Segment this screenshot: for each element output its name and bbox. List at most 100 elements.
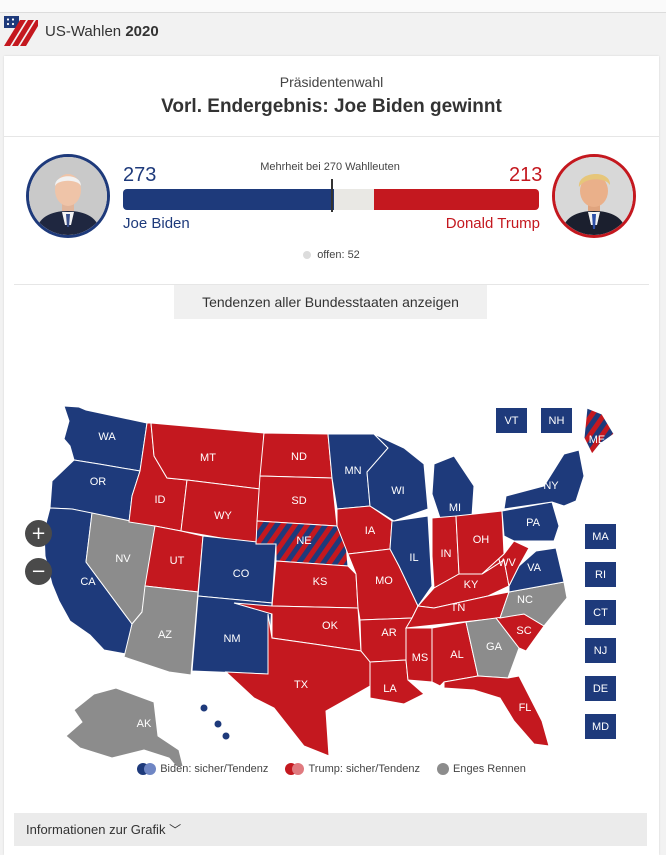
- state-tn[interactable]: [405, 591, 510, 629]
- state-label-sc: SC: [516, 625, 531, 637]
- state-label-ky: KY: [464, 579, 479, 591]
- small-state-box[interactable]: [585, 600, 616, 625]
- small-state-label: MD: [592, 721, 609, 733]
- state-label-mt: MT: [200, 452, 216, 464]
- tossup-dot-icon: [437, 763, 450, 775]
- election-card: Präsidentenwahl Vorl. Endergebnis: Joe B…: [4, 56, 659, 855]
- small-state-ct[interactable]: CT: [585, 600, 616, 625]
- small-state-de[interactable]: DE: [585, 676, 616, 701]
- state-label-me: ME: [589, 434, 606, 446]
- biden-lean-dot-icon: [144, 763, 157, 775]
- state-label-mn: MN: [344, 465, 361, 477]
- state-label-wi: WI: [391, 485, 404, 497]
- trump-name: Donald Trump: [445, 215, 540, 232]
- state-label-la: LA: [383, 683, 397, 695]
- biden-avatar: [26, 154, 110, 238]
- zoom-out-button[interactable]: −: [25, 558, 52, 585]
- divider: [14, 284, 649, 285]
- legend-biden: Biden: sicher/Tendenz: [137, 763, 268, 775]
- show-all-trends-button[interactable]: Tendenzen aller Bundesstaaten anzeigen: [174, 285, 487, 319]
- open-dot-icon: [303, 251, 312, 259]
- us-electoral-map[interactable]: VT NH MA RI CT NJ DE MD WA OR CA NV ID MT WY UT AZ CO NM N…: [4, 326, 659, 766]
- small-state-label: MA: [592, 531, 609, 543]
- state-label-sd: SD: [291, 495, 306, 507]
- hawaii-island: [199, 703, 209, 713]
- small-state-box[interactable]: [585, 524, 616, 549]
- small-state-vt[interactable]: VT: [496, 408, 527, 433]
- trump-avatar: [552, 154, 636, 238]
- state-label-or: OR: [90, 476, 107, 488]
- small-state-box[interactable]: [496, 408, 527, 433]
- state-label-ga: GA: [486, 641, 503, 653]
- state-ar[interactable]: [359, 617, 413, 663]
- chevron-down-icon: ﹀: [169, 823, 182, 837]
- trump-portrait-icon: [555, 157, 633, 235]
- state-label-al: AL: [450, 649, 463, 661]
- brand-title: US-Wahlen 2020: [45, 23, 159, 40]
- state-label-wv: WV: [498, 557, 516, 569]
- state-label-nd: ND: [291, 451, 307, 463]
- state-tx[interactable]: [224, 613, 372, 757]
- small-state-box[interactable]: [585, 638, 616, 663]
- small-state-nj[interactable]: NJ: [585, 638, 616, 663]
- small-state-md[interactable]: MD: [585, 714, 616, 739]
- small-state-label: CT: [593, 607, 608, 619]
- state-label-in: IN: [441, 548, 452, 560]
- state-label-ny: NY: [543, 480, 559, 492]
- biden-electoral-votes: 273: [123, 164, 157, 186]
- state-label-mo: MO: [375, 575, 393, 587]
- state-label-ks: KS: [313, 576, 328, 588]
- small-state-box[interactable]: [585, 676, 616, 701]
- state-label-ca: CA: [80, 576, 96, 588]
- biden-name: Joe Biden: [123, 215, 190, 232]
- hawaii-island: [213, 719, 223, 729]
- state-label-ia: IA: [365, 525, 376, 537]
- state-label-va: VA: [527, 562, 542, 574]
- state-label-ak: AK: [137, 718, 152, 730]
- biden-bar-segment: [123, 189, 335, 210]
- state-ny[interactable]: [503, 449, 585, 510]
- state-label-il: IL: [409, 552, 418, 564]
- state-label-mi: MI: [449, 502, 461, 514]
- small-state-ma[interactable]: MA: [585, 524, 616, 549]
- hawaii-island: [221, 731, 231, 741]
- us-flag-icon: [4, 16, 38, 46]
- chart-info-button[interactable]: Informationen zur Grafik ﹀: [14, 813, 647, 846]
- state-ga[interactable]: [465, 617, 520, 679]
- zoom-in-button[interactable]: +: [25, 520, 52, 547]
- small-state-label: VT: [504, 415, 518, 427]
- state-wv[interactable]: [481, 540, 530, 588]
- small-state-box[interactable]: [541, 408, 572, 433]
- legend-tossup: Enges Rennen: [437, 763, 526, 775]
- legend: Biden: sicher/Tendenz Trump: sicher/Tend…: [4, 763, 659, 778]
- state-label-az: AZ: [158, 629, 172, 641]
- trump-bar-segment: [374, 189, 539, 210]
- small-state-box[interactable]: [585, 714, 616, 739]
- state-label-tx: TX: [294, 679, 309, 691]
- small-state-nh[interactable]: NH: [541, 408, 572, 433]
- state-label-nc: NC: [517, 594, 533, 606]
- state-il[interactable]: [389, 515, 433, 607]
- state-label-pa: PA: [526, 517, 541, 529]
- small-state-ri[interactable]: RI: [585, 562, 616, 587]
- state-fl[interactable]: [443, 675, 550, 747]
- brand-header: US-Wahlen 2020: [0, 12, 666, 54]
- state-me[interactable]: [583, 407, 615, 455]
- state-label-ne: NE: [296, 535, 311, 547]
- state-label-nv: NV: [115, 553, 131, 565]
- trump-lean-dot-icon: [292, 763, 305, 775]
- small-state-label: NH: [549, 415, 565, 427]
- state-label-nm: NM: [223, 633, 240, 645]
- state-labels: WA OR CA NV ID MT WY UT AZ CO NM ND SD NE KS OK TX MN IA MO…: [80, 431, 605, 730]
- kicker: Präsidentenwahl: [279, 74, 384, 90]
- biden-portrait-icon: [29, 157, 107, 235]
- state-label-wy: WY: [214, 510, 232, 522]
- state-label-tn: TN: [451, 602, 466, 614]
- open-votes: offen: 52: [4, 249, 659, 261]
- headline: Vorl. Endergebnis: Joe Biden gewinnt: [161, 96, 502, 117]
- state-ak[interactable]: [65, 687, 186, 766]
- small-state-box[interactable]: [585, 562, 616, 587]
- state-label-ar: AR: [381, 627, 396, 639]
- state-label-oh: OH: [473, 534, 490, 546]
- state-ms[interactable]: [405, 627, 433, 683]
